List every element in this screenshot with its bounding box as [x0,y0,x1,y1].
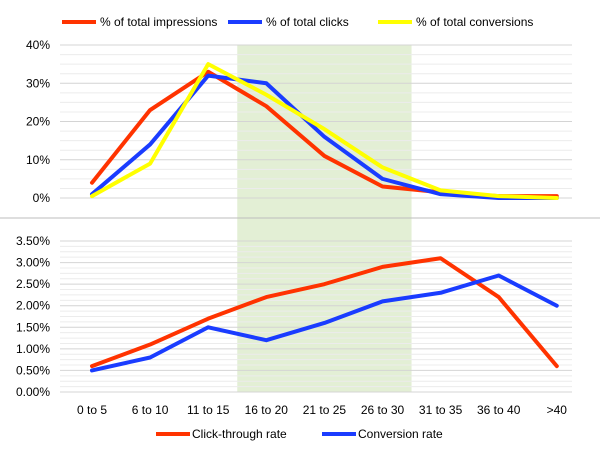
bottom-series-1-point [91,369,93,371]
top-y-tick-label: 0% [33,191,51,205]
bottom-y-tick-label: 2.50% [16,277,50,291]
top-legend-label-0: % of total impressions [100,15,217,29]
bottom-y-tick-label: 1.00% [16,342,50,356]
bottom-series-0-point [323,283,325,285]
top-series-1-point [440,193,442,195]
x-tick-label: 16 to 20 [245,403,289,417]
x-tick-label: 26 to 30 [361,403,405,417]
x-tick-label: >40 [547,403,568,417]
bottom-legend-label-0: Click-through rate [192,427,287,441]
top-series-0-point [91,182,93,184]
bottom-y-tick-label: 3.50% [16,234,50,248]
x-tick-label: 6 to 10 [132,403,169,417]
top-series-2-point [265,94,267,96]
top-series-0-point [265,105,267,107]
bottom-legend-label-1: Conversion rate [358,427,443,441]
bottom-series-1-point [207,326,209,328]
bottom-series-0-point [207,318,209,320]
x-tick-label: 36 to 40 [477,403,521,417]
bottom-series-1-point [323,322,325,324]
top-series-0-point [149,109,151,111]
bottom-series-1-point [556,305,558,307]
top-series-0-point [323,155,325,157]
bottom-series-0-point [556,365,558,367]
top-series-1-point [149,143,151,145]
top-legend-label-2: % of total conversions [416,15,533,29]
top-series-2-point [323,128,325,130]
bottom-series-0-point [91,365,93,367]
x-tick-label: 11 to 15 [187,403,230,417]
top-y-tick-label: 30% [26,76,50,90]
bottom-series-1-point [265,339,267,341]
bottom-y-tick-label: 0.00% [16,385,50,399]
top-series-0-point [207,71,209,73]
bottom-y-tick-label: 0.50% [16,363,50,377]
top-y-tick-label: 20% [26,115,50,129]
bottom-series-1-point [498,275,500,277]
top-series-1-point [207,75,209,77]
x-tick-label: 31 to 35 [419,403,463,417]
bottom-series-0-point [440,257,442,259]
top-series-2-point [382,166,383,168]
top-series-2-point [498,195,500,197]
bottom-series-1-point [440,292,442,294]
bottom-y-tick-label: 2.00% [16,299,50,313]
top-series-2-point [207,63,209,65]
x-tick-label: 0 to 5 [77,403,107,417]
top-series-1-point [323,136,325,138]
bottom-series-0-point [149,344,151,346]
bottom-y-tick-label: 1.50% [16,320,50,334]
top-series-1-point [382,178,383,180]
top-series-1-point [265,82,267,84]
x-tick-label: 21 to 25 [303,403,347,417]
bottom-series-1-point [382,300,383,302]
top-y-tick-label: 10% [26,153,50,167]
top-series-0-point [382,186,383,188]
top-series-2-point [440,189,442,191]
top-series-2-point [149,163,151,165]
top-legend-label-1: % of total clicks [266,15,349,29]
top-y-tick-label: 40% [26,38,50,52]
bottom-series-1-point [149,356,151,358]
bottom-series-0-point [382,266,383,268]
bottom-y-tick-label: 3.00% [16,256,50,270]
top-series-2-point [556,197,558,199]
top-series-2-point [91,195,93,197]
bottom-series-0-point [265,296,267,298]
bottom-series-0-point [498,296,500,298]
